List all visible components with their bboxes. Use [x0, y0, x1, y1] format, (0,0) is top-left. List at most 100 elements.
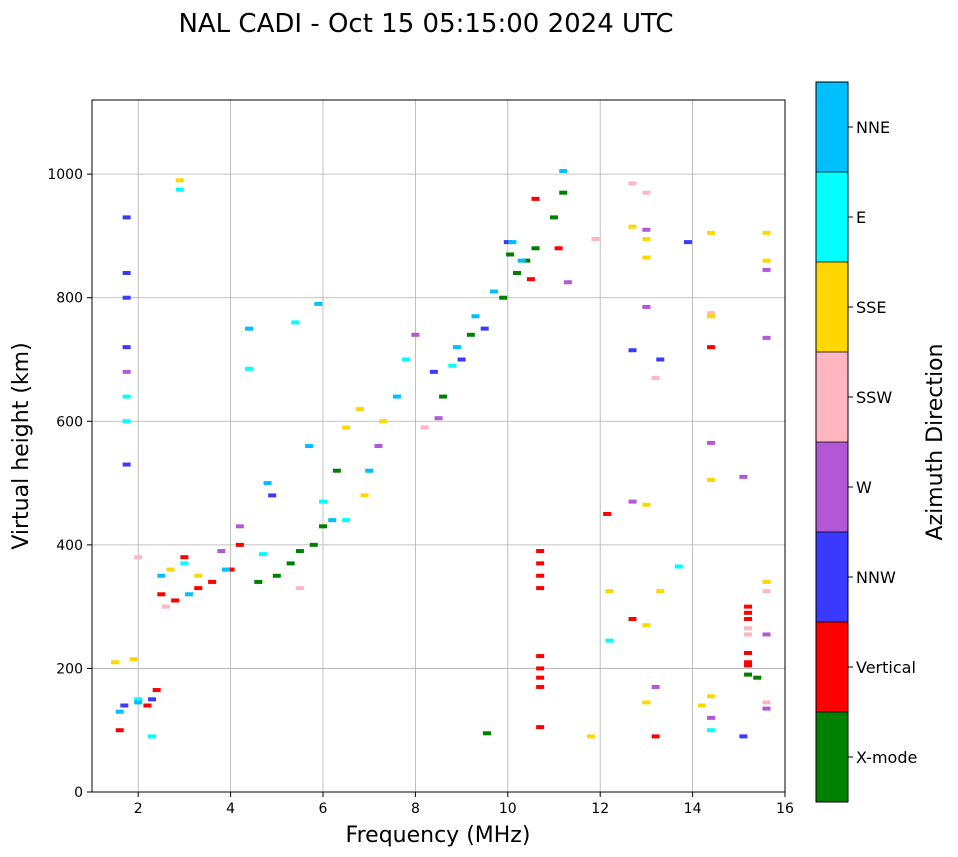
colorbar-label: NNW	[856, 568, 896, 587]
data-points	[111, 169, 771, 739]
data-point-x-mode	[499, 295, 508, 300]
colorbar-label: SSW	[856, 388, 892, 407]
data-point-ssw	[762, 589, 771, 594]
colorbar-label: Vertical	[856, 658, 916, 677]
colorbar-swatch	[816, 532, 848, 622]
y-tick-label: 1000	[47, 167, 83, 183]
data-point-ssw	[295, 586, 304, 591]
data-point-vertical	[744, 663, 753, 668]
data-point-ssw	[134, 555, 143, 560]
data-point-vertical	[707, 345, 716, 350]
y-tick-label: 400	[56, 538, 83, 554]
data-point-x-mode	[522, 258, 531, 263]
data-point-nnw	[122, 345, 131, 350]
data-point-e	[122, 394, 131, 399]
data-point-vertical	[115, 728, 124, 733]
data-point-nne	[314, 301, 323, 306]
data-point-nne	[392, 394, 401, 399]
data-point-nnw	[480, 326, 489, 331]
data-point-w	[762, 335, 771, 340]
colorbar-frame	[815, 81, 849, 803]
data-point-sse	[642, 700, 651, 705]
data-point-x-mode	[559, 190, 568, 195]
x-tick-label: 2	[134, 801, 143, 817]
data-point-e	[402, 357, 411, 362]
data-point-sse	[586, 734, 595, 739]
data-point-ssw	[651, 376, 660, 381]
data-point-sse	[656, 589, 665, 594]
data-point-sse	[379, 419, 388, 424]
data-point-sse	[111, 660, 120, 665]
data-point-x-mode	[466, 332, 475, 337]
data-point-x-mode	[483, 731, 492, 736]
data-point-x-mode	[506, 252, 515, 257]
data-point-w	[411, 332, 420, 337]
colorbar-label: X-mode	[856, 748, 917, 767]
data-point-w	[434, 416, 443, 421]
data-point-sse	[707, 230, 716, 235]
data-point-e	[134, 697, 143, 702]
data-point-sse	[605, 589, 614, 594]
data-point-w	[762, 632, 771, 637]
x-tick-label: 14	[684, 801, 702, 817]
data-point-sse	[355, 406, 364, 411]
y-tick-label: 600	[56, 414, 83, 430]
data-point-ssw	[591, 237, 600, 242]
data-point-vertical	[744, 610, 753, 615]
data-point-nnw	[122, 215, 131, 220]
data-point-vertical	[536, 725, 545, 730]
data-point-ssw	[420, 425, 429, 430]
data-point-sse	[762, 258, 771, 263]
x-tick-label: 10	[499, 801, 517, 817]
data-point-vertical	[235, 542, 244, 547]
data-point-x-mode	[531, 246, 540, 251]
data-point-x-mode	[753, 675, 762, 680]
colorbar-swatch	[816, 262, 848, 352]
y-tick-label: 0	[74, 785, 83, 801]
data-point-nne	[517, 258, 526, 263]
plot-area	[92, 100, 785, 792]
colorbar-swatch	[816, 82, 848, 172]
data-point-e	[342, 518, 351, 523]
data-point-sse	[642, 502, 651, 507]
data-point-ssw	[707, 311, 716, 316]
data-point-sse	[175, 178, 184, 183]
data-point-nnw	[148, 697, 157, 702]
y-tick-label: 800	[56, 291, 83, 307]
data-point-e	[605, 638, 614, 643]
data-point-w	[707, 440, 716, 445]
data-point-nnw	[268, 493, 277, 498]
data-point-x-mode	[319, 524, 327, 529]
data-point-e	[180, 561, 189, 566]
data-point-e	[122, 419, 131, 424]
data-point-sse	[642, 255, 651, 260]
data-point-sse	[707, 477, 716, 482]
data-point-e	[448, 363, 457, 368]
data-point-ssw	[744, 632, 753, 637]
data-point-vertical	[157, 592, 166, 597]
data-point-w	[642, 304, 651, 309]
data-point-nne	[471, 314, 480, 319]
data-point-sse	[360, 493, 369, 498]
data-point-vertical	[536, 573, 545, 578]
data-point-nnw	[122, 271, 131, 275]
data-point-nnw	[122, 462, 131, 467]
data-point-vertical	[526, 277, 535, 282]
data-point-nnw	[122, 295, 131, 300]
data-point-vertical	[536, 654, 545, 659]
data-point-sse	[642, 623, 651, 628]
data-point-w	[217, 549, 226, 554]
data-point-vertical	[628, 617, 637, 621]
data-point-nne	[328, 518, 337, 523]
data-point-nnw	[503, 240, 512, 245]
colorbar-swatch	[816, 352, 848, 442]
data-point-nnw	[429, 369, 438, 374]
data-point-sse	[762, 579, 771, 584]
data-point-x-mode	[295, 549, 304, 554]
data-point-vertical	[180, 555, 189, 560]
plot-frame	[91, 99, 786, 793]
x-axis-title: Frequency (MHz)	[346, 823, 531, 848]
data-point-vertical	[651, 734, 660, 739]
data-point-x-mode	[286, 561, 295, 566]
